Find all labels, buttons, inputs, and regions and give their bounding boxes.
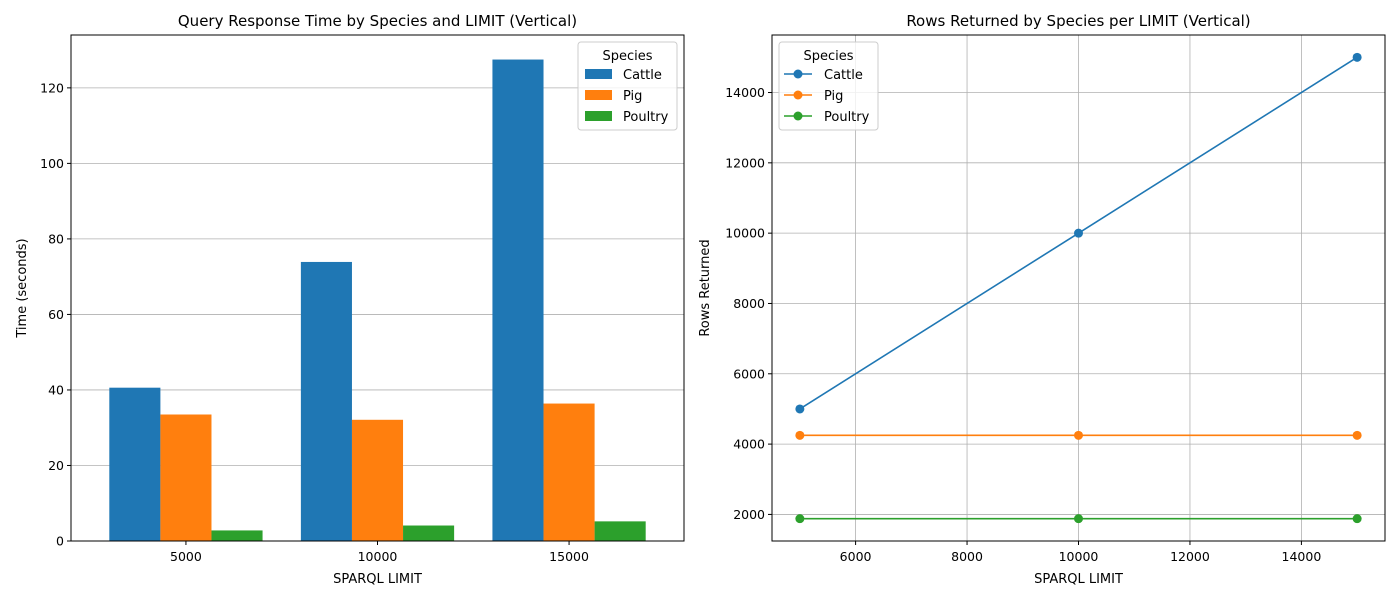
y-tick-label: 12000 <box>725 155 765 170</box>
point-pig-15000 <box>1352 430 1362 440</box>
y-tick-label: 8000 <box>733 296 765 311</box>
legend: Species Cattle Pig Poultry <box>577 41 678 131</box>
y-tick-label: 80 <box>48 231 64 246</box>
x-tick-label: 10000 <box>1059 549 1099 564</box>
bar-poultry-10000 <box>403 525 455 541</box>
legend-box <box>778 41 879 131</box>
x-tick-label: 10000 <box>358 549 398 564</box>
x-axis-label: SPARQL LIMIT <box>333 572 422 587</box>
y-tick-label: 40 <box>48 382 64 397</box>
bar-cattle-15000 <box>492 59 544 542</box>
bar-chart: 5000 10000 15000 0 20 40 60 80 100 120 Query Respo… <box>15 12 685 587</box>
legend: Species Cattle Pig Poultry <box>778 41 879 131</box>
y-tick-label: 0 <box>56 534 64 549</box>
bar-poultry-15000 <box>594 521 646 541</box>
bar-cattle-10000 <box>300 261 352 541</box>
y-tick-label: 20 <box>48 458 64 473</box>
y-tick-label: 120 <box>40 80 64 95</box>
legend-label-pig: Pig <box>824 89 843 104</box>
bar-pig-15000 <box>543 403 595 541</box>
point-pig-5000 <box>795 430 805 440</box>
x-tick-label: 15000 <box>549 549 589 564</box>
y-tick-label: 2000 <box>733 507 765 522</box>
legend-swatch-cattle <box>585 69 612 79</box>
legend-label-cattle: Cattle <box>824 68 863 83</box>
point-cattle-10000 <box>1074 228 1083 238</box>
y-tick-label: 6000 <box>733 366 765 381</box>
y-tick-label: 60 <box>48 307 64 322</box>
legend-title: Species <box>602 49 652 64</box>
point-poultry-15000 <box>1352 514 1362 524</box>
legend-marker-pig <box>793 90 803 100</box>
y-tick-label: 14000 <box>725 85 765 100</box>
x-tick-label: 12000 <box>1170 549 1210 564</box>
x-tick-label: 8000 <box>951 549 983 564</box>
line-chart: 6000 8000 10000 12000 14000 2000 4000 6000 8000 1… <box>698 12 1386 587</box>
bar-pig-5000 <box>160 414 212 541</box>
legend-label-cattle: Cattle <box>623 68 662 83</box>
legend-swatch-pig <box>585 90 612 100</box>
legend-box <box>577 41 678 131</box>
x-tick-label: 6000 <box>840 549 872 564</box>
legend-label-poultry: Poultry <box>824 110 870 125</box>
point-poultry-10000 <box>1074 514 1083 524</box>
legend-marker-poultry <box>793 111 803 121</box>
x-axis-label: SPARQL LIMIT <box>1034 572 1123 587</box>
y-axis-label: Rows Returned <box>698 239 713 336</box>
y-tick-label: 100 <box>40 156 64 171</box>
chart-title: Rows Returned by Species per LIMIT (Vert… <box>906 12 1250 30</box>
legend-label-poultry: Poultry <box>623 110 669 125</box>
bar-poultry-5000 <box>211 530 263 541</box>
legend-swatch-poultry <box>585 111 612 121</box>
legend-marker-cattle <box>793 69 803 79</box>
point-poultry-5000 <box>795 514 805 524</box>
bar-cattle-5000 <box>109 387 161 541</box>
y-axis-label: Time (seconds) <box>15 238 30 338</box>
x-tick-label: 5000 <box>170 549 202 564</box>
x-tick-label: 14000 <box>1282 549 1322 564</box>
bar-pig-10000 <box>351 419 404 541</box>
point-cattle-5000 <box>795 404 805 414</box>
point-pig-10000 <box>1074 430 1083 440</box>
chart-title: Query Response Time by Species and LIMIT… <box>178 12 577 30</box>
y-tick-label: 4000 <box>733 437 765 452</box>
legend-label-pig: Pig <box>623 89 642 104</box>
point-cattle-15000 <box>1352 52 1362 62</box>
y-tick-label: 10000 <box>725 226 765 241</box>
legend-title: Species <box>803 49 853 64</box>
